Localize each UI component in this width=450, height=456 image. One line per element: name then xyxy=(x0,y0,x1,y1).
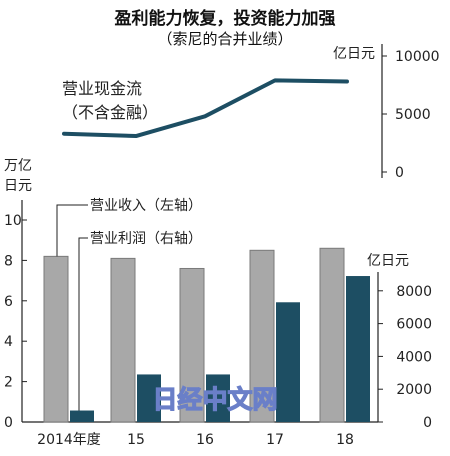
left-tick-label: 4 xyxy=(4,334,13,350)
legend-profit: 营业利润（右轴） xyxy=(90,231,202,247)
bar-revenue xyxy=(43,255,69,423)
bar-profit xyxy=(346,276,370,422)
line-tick-label: 0 xyxy=(395,165,404,181)
right-axis-unit: 亿日元 xyxy=(367,253,409,269)
bar-revenue xyxy=(249,249,275,423)
line-tick-label: 5000 xyxy=(395,107,431,123)
line-series-label: 营业现金流 xyxy=(62,79,142,98)
left-tick-label: 2 xyxy=(4,375,13,391)
watermark: 日经中文网 xyxy=(152,385,277,414)
bar-revenue xyxy=(179,267,205,423)
right-tick-label: 2000 xyxy=(396,382,432,398)
x-tick-label: 16 xyxy=(196,432,214,448)
left-tick-label: 10 xyxy=(4,213,22,229)
left-axis-unit: 日元 xyxy=(4,178,32,194)
x-tick-label: 15 xyxy=(127,432,145,448)
bar-profit xyxy=(206,374,230,422)
bar-profit xyxy=(276,302,300,422)
chart-subtitle: （索尼的合并业绩） xyxy=(157,30,293,48)
bar-revenue xyxy=(319,247,345,423)
right-tick-label: 6000 xyxy=(396,317,432,333)
x-tick-label: 17 xyxy=(266,432,284,448)
right-tick-label: 0 xyxy=(423,415,432,431)
legend-revenue: 营业收入（左轴） xyxy=(90,198,202,214)
right-tick-label: 4000 xyxy=(396,349,432,365)
legend-leader-revenue xyxy=(56,204,88,257)
left-axis-unit: 万亿 xyxy=(4,158,32,174)
left-tick-label: 8 xyxy=(4,253,13,269)
chart-title: 盈利能力恢复，投资能力加强 xyxy=(114,9,336,29)
right-tick-label: 8000 xyxy=(396,284,432,300)
legend-leader-profit xyxy=(78,237,88,411)
bar-profit xyxy=(137,374,161,422)
line-axis-unit: 亿日元 xyxy=(333,46,375,62)
line-tick-label: 10000 xyxy=(395,49,440,65)
left-tick-label: 0 xyxy=(4,415,13,431)
x-tick-label: 18 xyxy=(336,432,354,448)
line-series-label: （不含金融） xyxy=(62,103,158,122)
bar-profit xyxy=(70,410,94,422)
left-tick-label: 6 xyxy=(4,294,13,310)
bar-revenue xyxy=(110,257,136,423)
x-tick-label: 2014年度 xyxy=(37,432,101,448)
